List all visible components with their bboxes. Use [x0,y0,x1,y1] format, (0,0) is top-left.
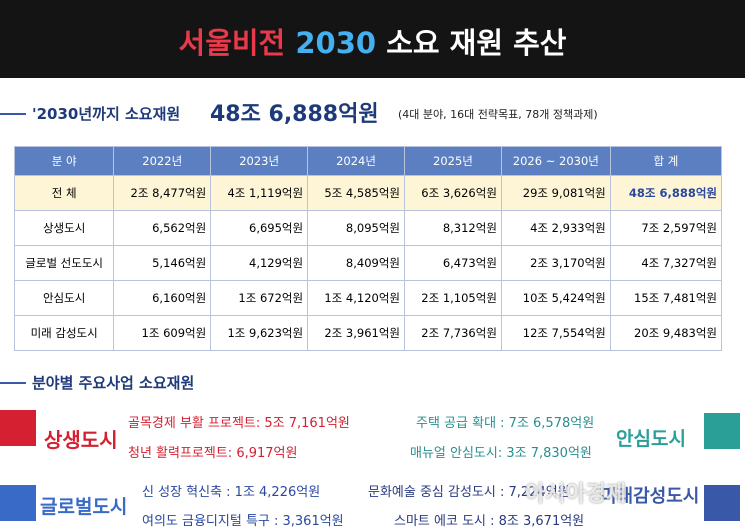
column-header: 합 계 [609,146,723,176]
icon [0,485,36,521]
group-name: 글로벌도시 [40,496,128,518]
rule [0,113,26,115]
table-cell: 2조 3,170억원 [500,245,611,281]
table-cell: 8,095억원 [307,210,405,246]
row-header: 미래 감성도시 [13,315,115,351]
table-row: 전 체 2조 8,477억원 4조 1,119억원 5조 4,585억원 6조 3,62… [13,175,723,211]
title-part: 2030 [295,26,377,60]
table-row: 미래 감성도시 1조 609억원 1조 9,623억원 2조 3,961억원 2조 7,… [13,315,723,351]
icon [704,413,740,449]
table-cell: 2조 3,961억원 [307,315,405,351]
group-item: 문화예술 중심 감성도시 : 7,224억원 [368,485,570,500]
group-name: 상생도시 [44,428,118,452]
table-cell: 12조 7,554억원 [500,315,611,351]
table-cell: 1조 609억원 [113,315,212,351]
group-item: 여의도 금융디지털 특구 : 3,361억원 [142,514,344,529]
section-title: 분야별 주요사업 소요재원 [32,374,195,392]
table-cell: 5조 4,585억원 [307,175,405,211]
table-cell: 48조 6,888억원 [609,175,723,211]
table-cell: 4,129억원 [210,245,309,281]
table-cell: 4조 1,119억원 [210,175,309,211]
table-cell: 8,312억원 [404,210,502,246]
table-row: 안심도시 6,160억원 1조 672억원 1조 4,120억원 2조 1,105억원 1… [13,280,723,316]
column-header: 2026 ~ 2030년 [500,146,611,176]
group-item: 주택 공급 확대 : 7조 6,578억원 [416,416,595,431]
group-name: 안심도시 [616,428,686,450]
column-header: 2025년 [404,146,502,176]
column-header: 2023년 [210,146,309,176]
table-cell: 6조 3,626억원 [404,175,502,211]
column-header: 분 야 [13,146,115,176]
summary-note: (4대 분야, 16대 전략목표, 78개 정책과제) [398,108,598,121]
table-cell: 8,409억원 [307,245,405,281]
group-item: 신 성장 혁신축 : 1조 4,226억원 [142,485,321,500]
table-cell: 6,695억원 [210,210,309,246]
title-part: 서울비전 [178,26,286,60]
group-item: 매뉴얼 안심도시: 3조 7,830억원 [410,446,592,461]
table-cell: 7조 2,597억원 [609,210,723,246]
table-cell: 4조 7,327억원 [609,245,723,281]
table-cell: 20조 9,483억원 [609,315,723,351]
table-cell: 6,160억원 [113,280,212,316]
row-header: 글로벌 선도도시 [13,245,115,281]
watermark: 아시아경제 [525,482,627,507]
table-cell: 15조 7,481억원 [609,280,723,316]
table-cell: 2조 7,736억원 [404,315,502,351]
row-header: 전 체 [13,175,115,211]
table-cell: 1조 4,120억원 [307,280,405,316]
table-cell: 6,562억원 [113,210,212,246]
summary-label: '2030년까지 소요재원 [32,105,181,123]
row-header: 상생도시 [13,210,115,246]
table-cell: 29조 9,081억원 [500,175,611,211]
table-cell: 10조 5,424억원 [500,280,611,316]
icon [0,410,36,446]
column-header: 2024년 [307,146,405,176]
table-row: 상생도시 6,562억원 6,695억원 8,095억원 8,312억원 4조 2,933… [13,210,723,246]
group-item: 골목경제 부활 프로젝트: 5조 7,161억원 [128,416,350,431]
row-header: 안심도시 [13,280,115,316]
group-item: 스마트 에코 도시 : 8조 3,671억원 [394,514,585,529]
column-header: 2022년 [113,146,212,176]
table-row: 글로벌 선도도시 5,146억원 4,129억원 8,409억원 6,473억원 2조 3… [13,245,723,281]
title: 서울비전 2030 소요 재원 추산 [0,20,745,62]
table-cell: 2조 1,105억원 [404,280,502,316]
summary-amount: 48조 6,888억원 [210,102,379,127]
table-cell: 1조 672억원 [210,280,309,316]
rule [0,382,26,384]
table-cell: 4조 2,933억원 [500,210,611,246]
group-item: 청년 활력프로젝트: 6,917억원 [128,446,298,461]
group-name: 미래감성도시 [600,486,700,507]
table-cell: 2조 8,477억원 [113,175,212,211]
table-cell: 1조 9,623억원 [210,315,309,351]
icon [704,485,740,521]
title-part: 소요 재원 추산 [386,26,567,60]
header-band [0,0,745,78]
table-cell: 6,473억원 [404,245,502,281]
table-cell: 5,146억원 [113,245,212,281]
